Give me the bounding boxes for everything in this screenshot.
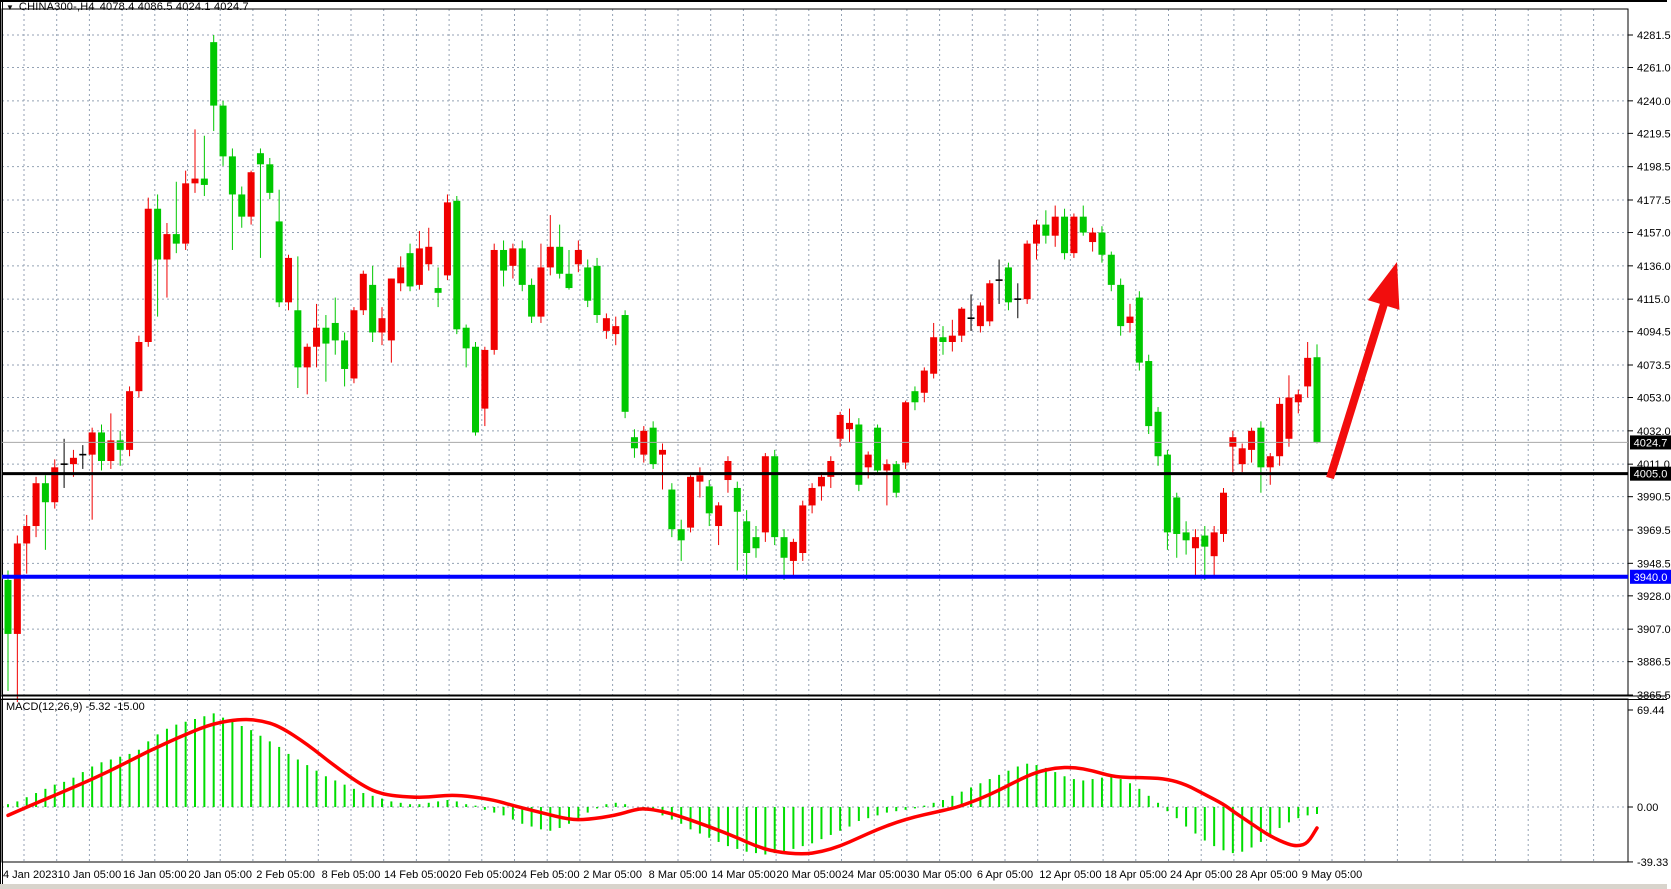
svg-text:14 Mar 05:00: 14 Mar 05:00	[711, 869, 776, 881]
svg-text:3928.0: 3928.0	[1637, 591, 1671, 603]
symbol-ohlc-label: ▼ CHINA300-,H4 4078.4 4086.5 4024.1 4024…	[6, 1, 249, 13]
svg-text:20 Mar 05:00: 20 Mar 05:00	[776, 869, 841, 881]
svg-text:0.00: 0.00	[1637, 802, 1658, 814]
svg-text:8 Feb 05:00: 8 Feb 05:00	[322, 869, 381, 881]
price-axis[interactable]: 4281.5 4261.0 4240.0 4219.5 4198.5 4177.5 4157…	[1628, 30, 1671, 869]
horizontal-line-objects[interactable]	[2, 441, 1628, 579]
svg-text:4177.5: 4177.5	[1637, 195, 1671, 207]
svg-text:3886.5: 3886.5	[1637, 657, 1671, 669]
svg-text:4261.0: 4261.0	[1637, 63, 1671, 75]
svg-text:3948.5: 3948.5	[1637, 558, 1671, 570]
symbol-name: CHINA300-,H4	[18, 1, 95, 13]
ohlc-values: 4078.4 4086.5 4024.1 4024.7	[99, 1, 249, 13]
svg-text:28 Apr 05:00: 28 Apr 05:00	[1235, 869, 1297, 881]
svg-text:3907.0: 3907.0	[1637, 624, 1671, 636]
candlestick-series	[4, 35, 1321, 703]
price-badges: 4024.7 4005.0 3940.0	[1630, 435, 1671, 584]
macd-label: MACD(12,26,9) -5.32 -15.00	[6, 701, 145, 713]
svg-text:14 Feb 05:00: 14 Feb 05:00	[384, 869, 449, 881]
svg-text:12 Apr 05:00: 12 Apr 05:00	[1039, 869, 1101, 881]
svg-text:4053.0: 4053.0	[1637, 393, 1671, 405]
svg-text:4032.0: 4032.0	[1637, 426, 1671, 438]
macd-indicator-pane	[6, 713, 1319, 856]
svg-text:4157.0: 4157.0	[1637, 228, 1671, 240]
svg-text:4219.5: 4219.5	[1637, 128, 1671, 140]
svg-text:4024.7: 4024.7	[1634, 437, 1668, 449]
svg-text:24 Feb 05:00: 24 Feb 05:00	[515, 869, 580, 881]
svg-text:4005.0: 4005.0	[1634, 469, 1668, 481]
time-axis[interactable]: 4 Jan 2023 10 Jan 05:00 16 Jan 05:00 20 Jan…	[3, 869, 1362, 881]
svg-text:3990.5: 3990.5	[1637, 492, 1671, 504]
svg-text:2 Feb 05:00: 2 Feb 05:00	[256, 869, 315, 881]
svg-text:4198.5: 4198.5	[1637, 162, 1671, 174]
svg-text:4281.5: 4281.5	[1637, 30, 1671, 42]
svg-text:24 Apr 05:00: 24 Apr 05:00	[1170, 869, 1232, 881]
svg-text:-39.33: -39.33	[1637, 857, 1668, 869]
svg-text:9 May 05:00: 9 May 05:00	[1302, 869, 1363, 881]
svg-text:3865.5: 3865.5	[1637, 690, 1671, 702]
chevron-down-icon[interactable]: ▼	[6, 2, 14, 12]
svg-text:30 Mar 05:00: 30 Mar 05:00	[907, 869, 972, 881]
svg-text:20 Feb 05:00: 20 Feb 05:00	[449, 869, 514, 881]
svg-text:16 Jan 05:00: 16 Jan 05:00	[123, 869, 187, 881]
svg-text:4094.5: 4094.5	[1637, 327, 1671, 339]
svg-text:8 Mar 05:00: 8 Mar 05:00	[649, 869, 708, 881]
svg-text:10 Jan 05:00: 10 Jan 05:00	[58, 869, 122, 881]
svg-text:6 Apr 05:00: 6 Apr 05:00	[977, 869, 1033, 881]
svg-text:4073.5: 4073.5	[1637, 360, 1671, 372]
svg-text:2 Mar 05:00: 2 Mar 05:00	[583, 869, 642, 881]
trend-arrow[interactable]	[1326, 262, 1400, 480]
svg-text:20 Jan 05:00: 20 Jan 05:00	[188, 869, 252, 881]
svg-text:4136.0: 4136.0	[1637, 261, 1671, 273]
svg-text:4115.0: 4115.0	[1637, 294, 1670, 306]
svg-text:4240.0: 4240.0	[1637, 96, 1671, 108]
svg-text:4 Jan 2023: 4 Jan 2023	[3, 869, 57, 881]
svg-text:3940.0: 3940.0	[1634, 572, 1668, 584]
svg-text:69.44: 69.44	[1637, 705, 1665, 717]
gridlines	[2, 9, 1628, 862]
svg-text:3969.5: 3969.5	[1637, 525, 1671, 537]
svg-text:18 Apr 05:00: 18 Apr 05:00	[1105, 869, 1167, 881]
svg-text:24 Mar 05:00: 24 Mar 05:00	[842, 869, 907, 881]
